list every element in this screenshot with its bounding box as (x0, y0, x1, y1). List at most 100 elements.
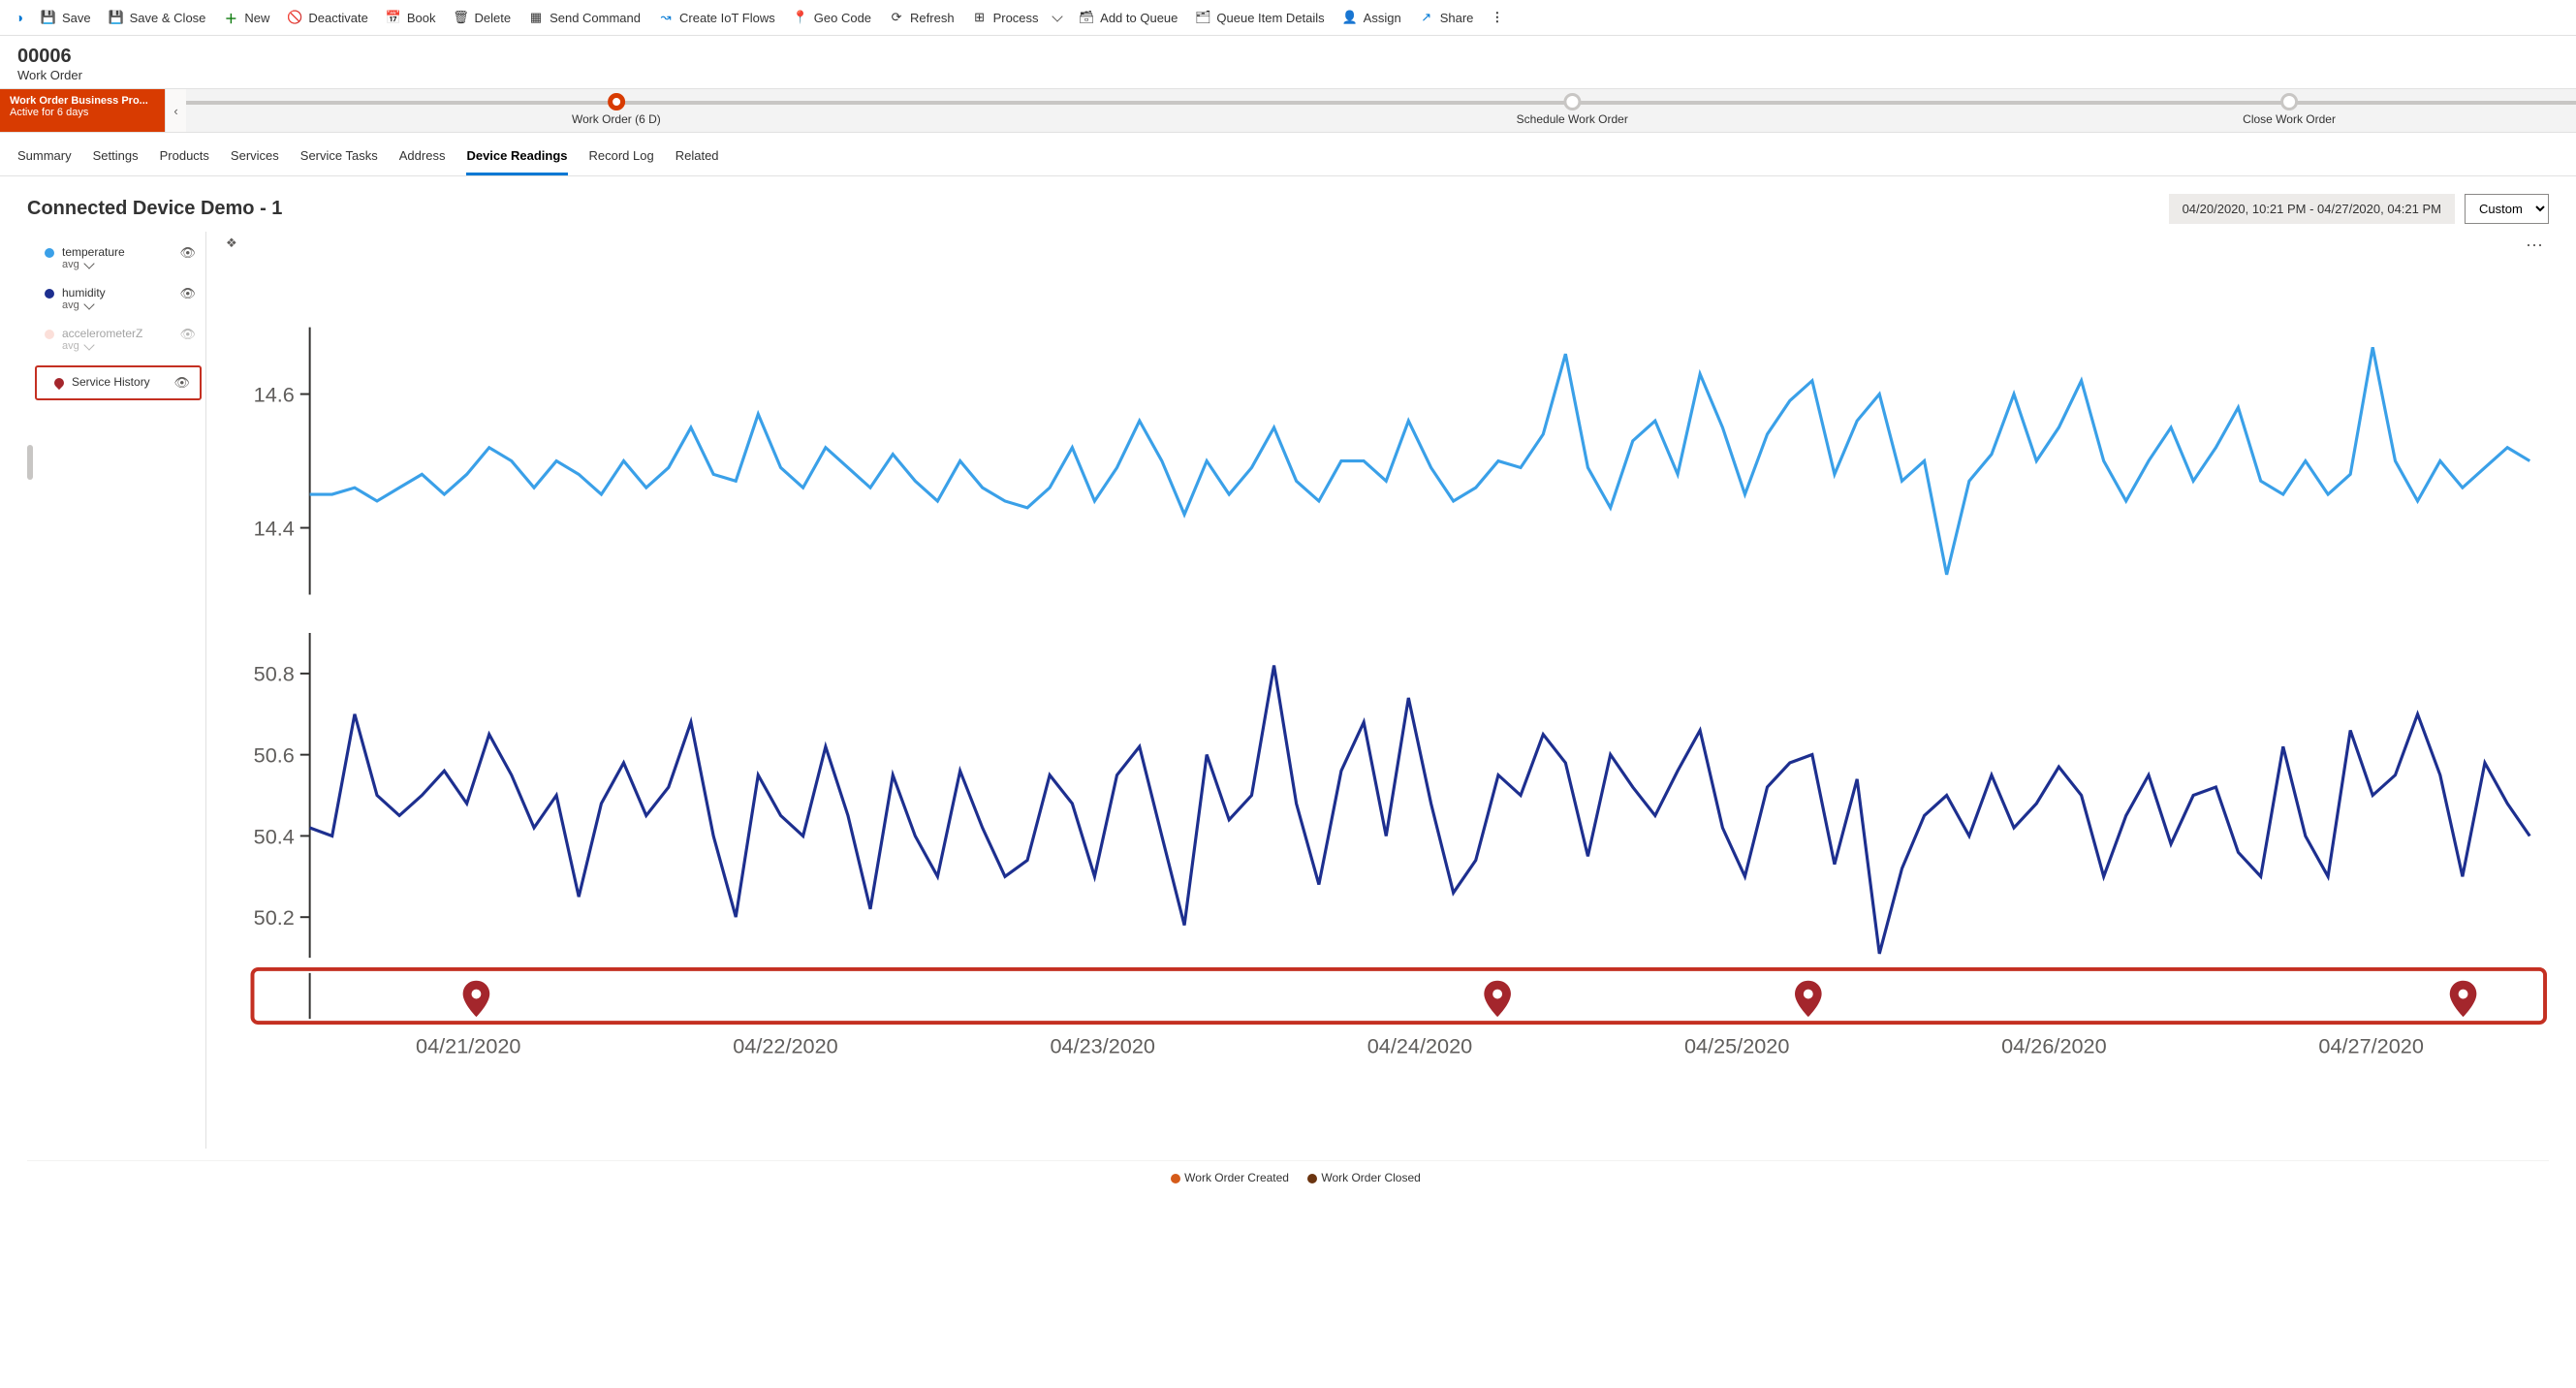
tab-related[interactable]: Related (675, 142, 719, 175)
process-stage[interactable]: Work Order (6 D) (572, 93, 661, 126)
process-badge[interactable]: Work Order Business Pro... Active for 6 … (0, 89, 165, 132)
pin-legend: Work Order Created Work Order Closed (27, 1160, 2549, 1194)
chevron-down-icon[interactable] (83, 299, 94, 309)
back-icon[interactable]: ◑ (8, 10, 31, 25)
tab-settings[interactable]: Settings (93, 142, 139, 175)
geocode-label: Geo Code (814, 11, 871, 25)
tab-device-readings[interactable]: Device Readings (466, 142, 567, 175)
queue-add-icon: 🗃 (1079, 10, 1094, 25)
send-icon: ▦ (528, 10, 544, 25)
process-icon: ⊞ (972, 10, 988, 25)
refresh-label: Refresh (910, 11, 955, 25)
series-name: temperature (62, 245, 172, 259)
tab-address[interactable]: Address (399, 142, 446, 175)
tab-service-tasks[interactable]: Service Tasks (300, 142, 378, 175)
series-name: accelerometerZ (62, 327, 172, 340)
assign-label: Assign (1364, 11, 1401, 25)
service-history-toggle[interactable]: Service History 👁 (37, 367, 200, 398)
tab-services[interactable]: Services (231, 142, 279, 175)
calendar-icon: 📅 (386, 10, 401, 25)
save-close-label: Save & Close (130, 11, 206, 25)
chevron-down-icon[interactable] (83, 339, 94, 350)
series-legend: temperatureavg 👁humidityavg 👁acceleromet… (27, 232, 206, 1149)
send-cmd-label: Send Command (550, 11, 641, 25)
layers-icon[interactable]: ❖ (226, 236, 237, 251)
service-history-pin-icon (52, 376, 66, 390)
process-stage[interactable]: Schedule Work Order (1517, 93, 1628, 126)
share-button[interactable]: ↗Share (1411, 4, 1482, 31)
process-name: Work Order Business Pro... (10, 95, 155, 107)
add-queue-button[interactable]: 🗃 Add to Queue (1071, 4, 1185, 31)
svg-text:04/22/2020: 04/22/2020 (733, 1034, 837, 1058)
refresh-button[interactable]: ⟳ Refresh (881, 4, 962, 31)
svg-text:04/24/2020: 04/24/2020 (1367, 1034, 1472, 1058)
legend-item-temperature[interactable]: temperatureavg 👁 (27, 237, 205, 278)
legend-scrollbar[interactable] (27, 445, 33, 480)
chart-more-button[interactable]: ⋯ (2526, 236, 2543, 256)
book-button[interactable]: 📅 Book (378, 4, 444, 31)
chevron-down-icon (1052, 11, 1062, 21)
process-stage[interactable]: Close Work Order (2243, 93, 2336, 126)
eye-icon[interactable]: 👁 (179, 286, 196, 301)
device-readings-panel: Connected Device Demo - 1 04/20/2020, 10… (0, 176, 2576, 1212)
add-queue-label: Add to Queue (1100, 11, 1178, 25)
deactivate-button[interactable]: 🚫Deactivate (279, 4, 375, 31)
date-range-label[interactable]: 04/20/2020, 10:21 PM - 04/27/2020, 04:21… (2169, 194, 2455, 224)
create-iot-label: Create IoT Flows (679, 11, 775, 25)
new-button[interactable]: ＋ New (215, 4, 277, 31)
eye-icon[interactable]: 👁 (173, 375, 190, 391)
svg-text:04/26/2020: 04/26/2020 (2001, 1034, 2106, 1058)
svg-text:04/27/2020: 04/27/2020 (2318, 1034, 2423, 1058)
plus-icon: ＋ (223, 10, 238, 25)
range-preset-select[interactable]: Custom (2465, 194, 2549, 224)
process-duration: Active for 6 days (10, 107, 155, 118)
save-button[interactable]: 💾Save (33, 4, 99, 31)
queue-details-button[interactable]: 🗂 Queue Item Details (1187, 4, 1332, 31)
svg-text:04/23/2020: 04/23/2020 (1050, 1034, 1154, 1058)
command-bar: ◑ 💾Save 💾Save & Close ＋ New 🚫Deactivate 📅… (0, 0, 2576, 36)
legend-item-humidity[interactable]: humidityavg 👁 (27, 278, 205, 319)
process-collapse-button[interactable]: ‹ (165, 89, 186, 132)
tab-products[interactable]: Products (160, 142, 209, 175)
legend-item-accelerometerZ[interactable]: accelerometerZavg 👁 (27, 319, 205, 360)
pin-icon: 📍 (793, 10, 808, 25)
process-button[interactable]: ⊞ Process (964, 4, 1070, 31)
svg-text:50.8: 50.8 (254, 662, 295, 686)
closed-swatch (1307, 1174, 1317, 1183)
created-label: Work Order Created (1184, 1171, 1289, 1184)
share-icon: ↗ (1419, 10, 1434, 25)
svg-text:50.4: 50.4 (254, 824, 295, 848)
color-swatch (45, 248, 54, 258)
tab-record-log[interactable]: Record Log (589, 142, 654, 175)
send-command-button[interactable]: ▦ Send Command (520, 4, 648, 31)
overflow-button[interactable]: ⋮ (1483, 4, 1511, 31)
color-swatch (45, 330, 54, 339)
queue-details-label: Queue Item Details (1216, 11, 1324, 25)
device-title: Connected Device Demo - 1 (27, 198, 282, 220)
flow-icon: ↝ (658, 10, 674, 25)
series-name: humidity (62, 286, 172, 300)
save-label: Save (62, 11, 91, 25)
color-swatch (45, 289, 54, 299)
eye-icon[interactable]: 👁 (179, 245, 196, 261)
refresh-icon: ⟳ (889, 10, 904, 25)
create-iot-button[interactable]: ↝ Create IoT Flows (650, 4, 783, 31)
record-header: 00006 Work Order (0, 36, 2576, 88)
delete-label: Delete (474, 11, 511, 25)
assign-button[interactable]: 👤Assign (1335, 4, 1409, 31)
geocode-button[interactable]: 📍 Geo Code (785, 4, 879, 31)
process-label: Process (993, 11, 1039, 25)
trash-icon: 🗑 (453, 10, 468, 25)
form-tabs: Summary Settings Products Services Service T… (0, 133, 2576, 176)
save-close-button[interactable]: 💾Save & Close (101, 4, 214, 31)
new-label: New (244, 11, 269, 25)
timeseries-chart: 14.414.650.250.450.650.804/21/202004/22/… (218, 232, 2549, 1149)
delete-button[interactable]: 🗑 Delete (445, 4, 518, 31)
created-swatch (1171, 1174, 1180, 1183)
tab-summary[interactable]: Summary (17, 142, 72, 175)
chevron-down-icon[interactable] (83, 258, 94, 268)
queue-details-icon: 🗂 (1195, 10, 1210, 25)
closed-label: Work Order Closed (1321, 1171, 1420, 1184)
book-label: Book (407, 11, 436, 25)
eye-icon[interactable]: 👁 (179, 327, 196, 342)
